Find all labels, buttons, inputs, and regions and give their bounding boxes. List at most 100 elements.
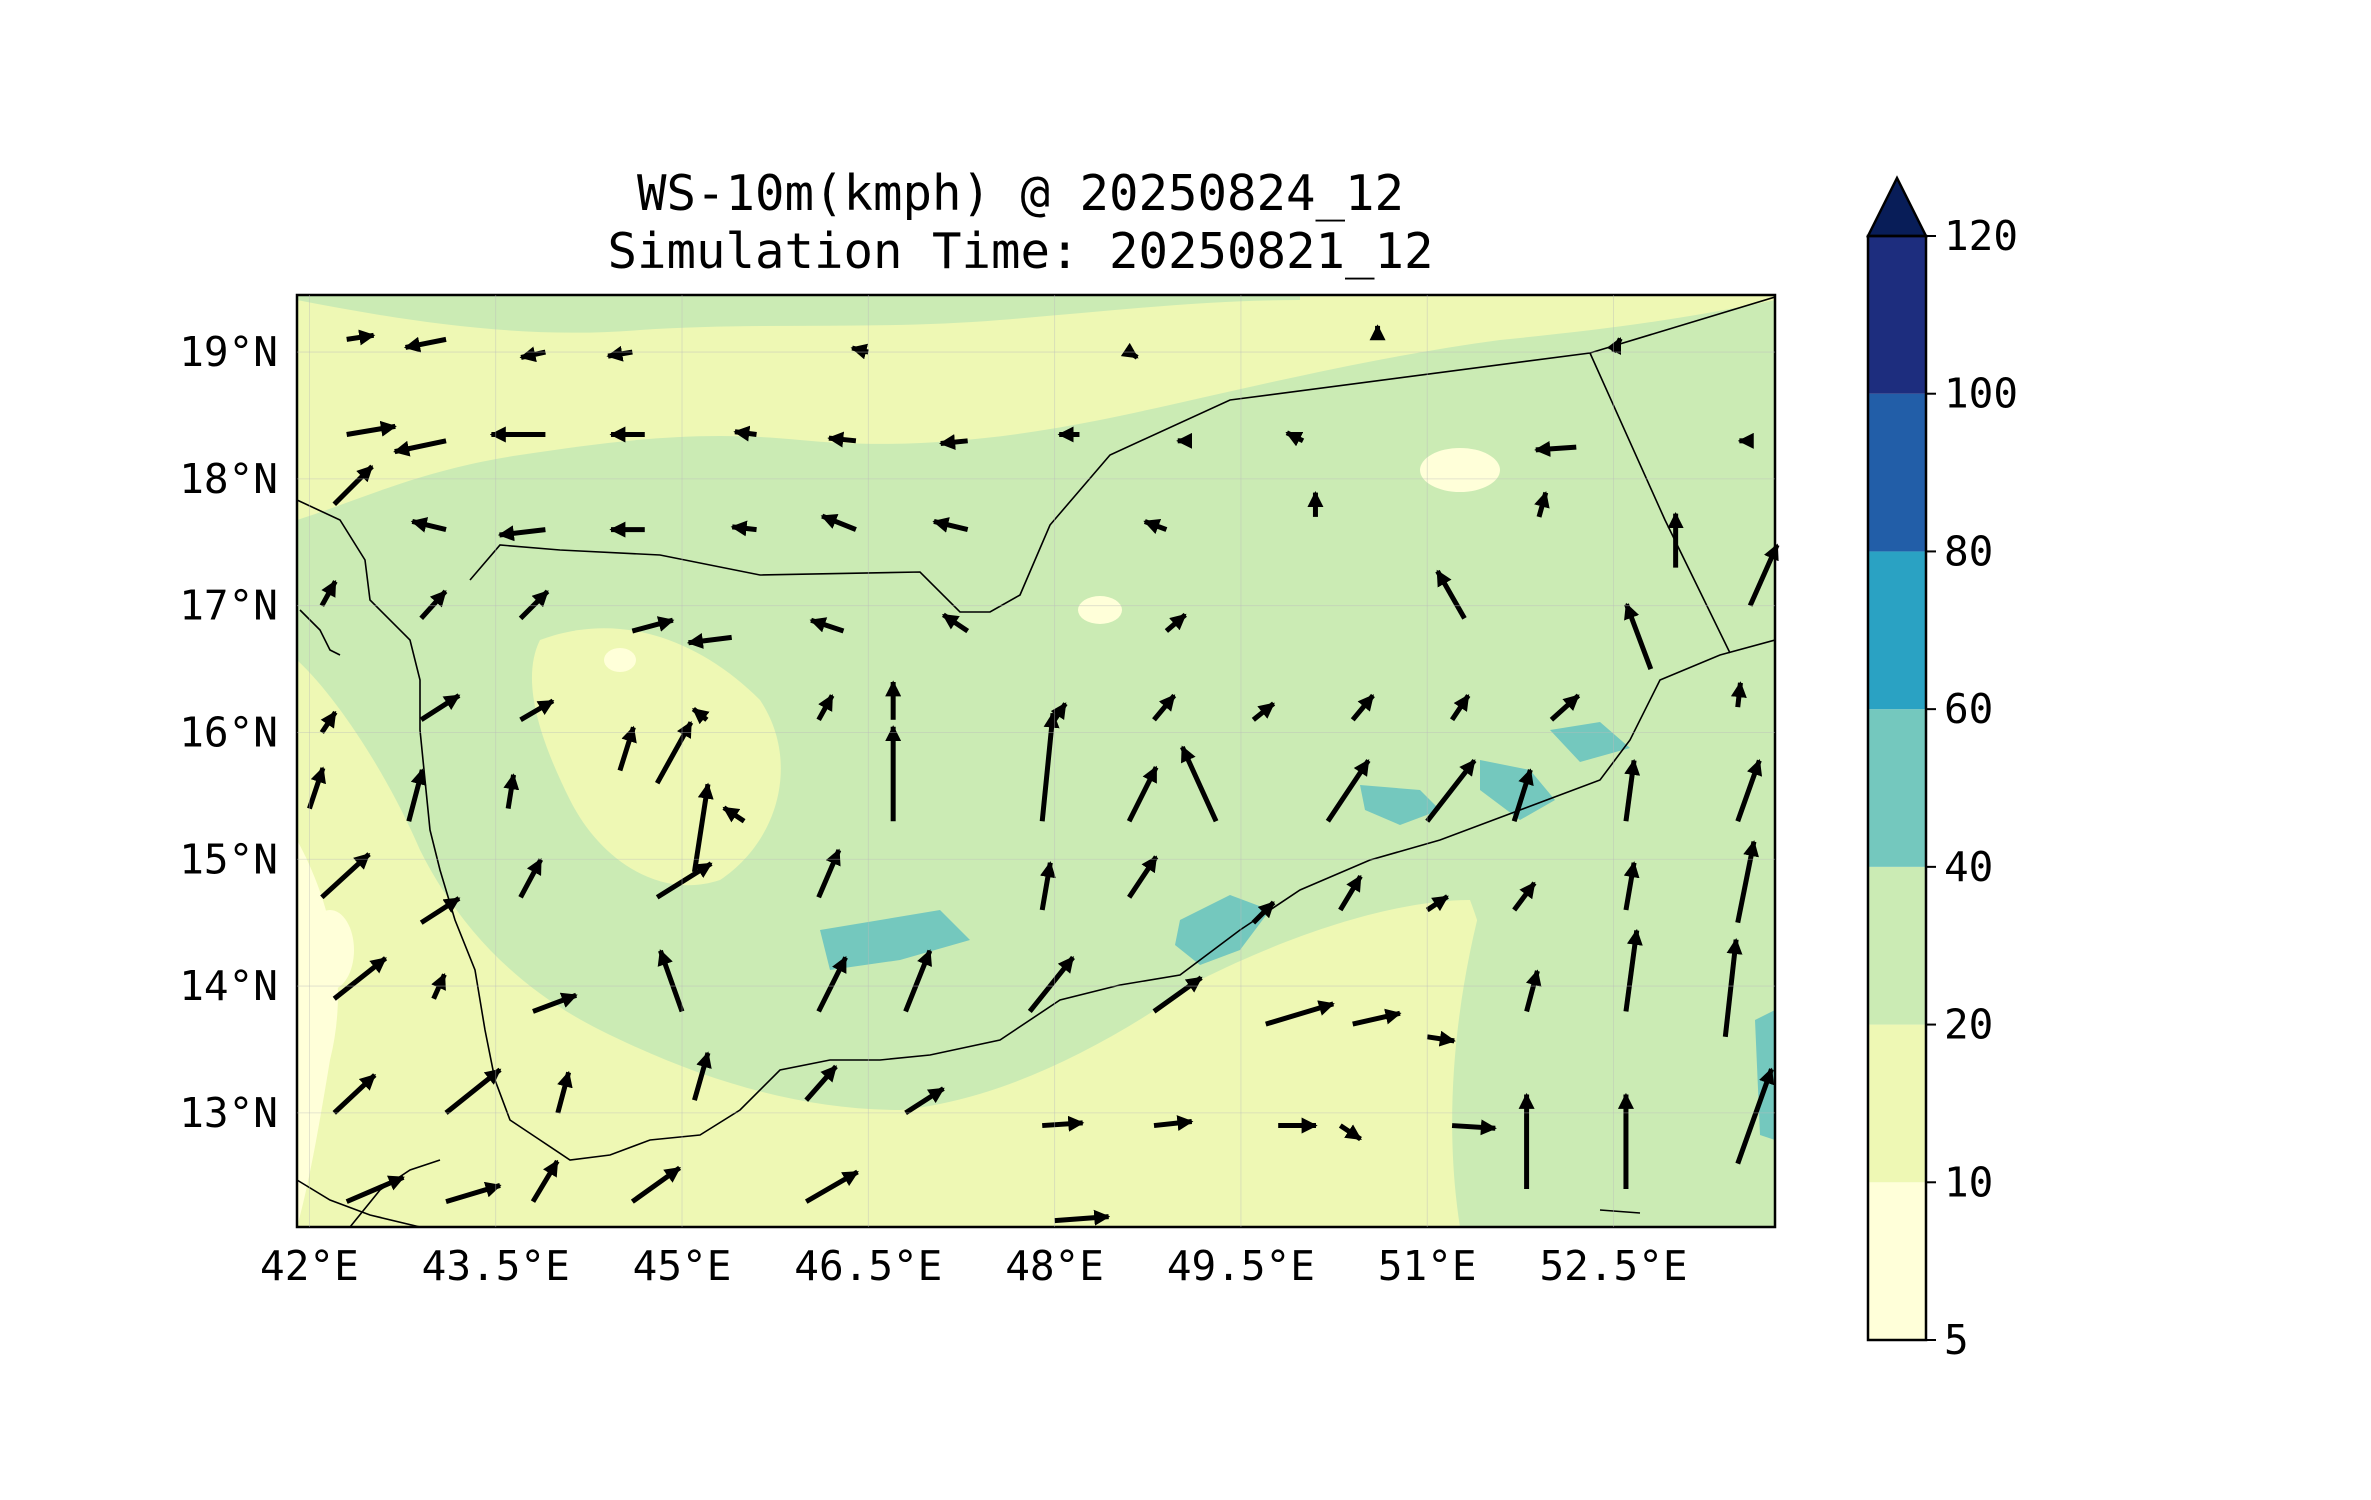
wind-vector: [816, 848, 842, 899]
wind-vector: [804, 1169, 859, 1204]
wind-vector: [1325, 759, 1371, 823]
wind-vector: [655, 861, 713, 900]
y-tick-label: 15°N: [179, 835, 278, 883]
y-tick-label: 18°N: [179, 455, 278, 503]
y-tick-label: 17°N: [179, 582, 278, 630]
y-tick-label: 13°N: [179, 1089, 278, 1137]
wind-vector: [722, 805, 746, 824]
wind-vector: [518, 858, 544, 899]
wind-vector: [1054, 1209, 1111, 1226]
wind-vector: [850, 343, 869, 360]
x-axis: 42°E 43.5°E 45°E 46.5°E 48°E 49.5°E 51°E 52.5°E: [260, 295, 1688, 1290]
colorbar-segment: [1868, 551, 1926, 710]
wind-vector: [630, 1165, 682, 1204]
wind-vector: [903, 949, 933, 1013]
wind-vector: [1153, 1115, 1194, 1131]
wind-vector: [1265, 1000, 1335, 1027]
wind-vector: [332, 956, 388, 1001]
wind-vector: [1435, 569, 1467, 620]
plot-subtitle: Simulation Time: 20250821_12: [607, 223, 1434, 280]
wind-vector: [932, 517, 969, 533]
wind-vector: [320, 852, 371, 900]
wind-vector: [532, 992, 578, 1014]
x-tick-label: 45°E: [633, 1242, 732, 1290]
colorbar-tick-label: 5: [1944, 1316, 1969, 1364]
wind-vector: [606, 345, 633, 362]
wind-vector: [307, 766, 326, 810]
wind-vector: [1180, 745, 1219, 823]
wind-vector: [1039, 861, 1056, 911]
wind-vector: [1735, 840, 1759, 924]
wind-vector: [1425, 758, 1477, 823]
wind-vector: [733, 425, 757, 442]
wind-vector: [419, 896, 461, 925]
wind-vector: [1624, 602, 1654, 670]
colorbar-tick-label: 80: [1944, 527, 1993, 575]
colorbar-segment: [1868, 866, 1926, 1025]
wind-vector: [691, 707, 710, 725]
wind-vector: [345, 1175, 405, 1204]
wind-vector: [1350, 693, 1375, 722]
colorbar-frame: [1866, 234, 1928, 1342]
colorbar-tick-label: 100: [1944, 370, 2018, 418]
wind-vector: [1251, 701, 1276, 722]
wind-vector: [827, 431, 857, 448]
x-tick-label: 42°E: [260, 1242, 359, 1290]
wind-vector: [617, 725, 637, 772]
x-tick-label: 49.5°E: [1167, 1242, 1315, 1290]
wind-vector: [1549, 693, 1581, 722]
coastlines-borders: [297, 296, 1775, 1227]
x-tick-label: 52.5°E: [1539, 1242, 1687, 1290]
wind-vector: [657, 949, 685, 1013]
wind-vector: [503, 773, 520, 809]
map-frame: [295, 293, 1777, 1229]
colorbar-segment: [1868, 709, 1926, 867]
wind-vector: [804, 1064, 838, 1102]
plot-title: WS-10m(kmph) @ 20250824_12: [636, 165, 1404, 222]
colorbar-tick-label: 20: [1944, 1001, 1993, 1049]
wind-vector: [939, 434, 968, 451]
y-axis: 13°N 14°N 15°N 16°N 17°N 18°N 19°N: [179, 328, 1775, 1137]
wind-vector: [686, 633, 733, 649]
wind-vector: [820, 513, 857, 532]
wind-vector: [1511, 768, 1534, 822]
wind-vector: [403, 336, 447, 353]
wind-vector: [1623, 928, 1643, 1012]
wind-vector: [1338, 1123, 1362, 1142]
wind-vector: [1722, 938, 1743, 1038]
y-tick-label: 14°N: [179, 962, 278, 1010]
wind-vector: [1747, 543, 1780, 607]
colorbar-tick-label: 60: [1944, 685, 1993, 733]
wind-vector: [346, 329, 376, 346]
wind-vector: [631, 616, 675, 634]
wind-vector: [518, 589, 550, 621]
wind-vector: [410, 517, 447, 533]
wind-vector: [419, 693, 461, 722]
wind-vector: [1127, 855, 1159, 899]
wind-vector: [1606, 337, 1623, 356]
wind-vector: [1534, 440, 1577, 457]
x-tick-label: 43.5°E: [422, 1242, 570, 1290]
colorbar-segment: [1868, 393, 1926, 552]
wind-vector: [1042, 1115, 1085, 1132]
wind-vector: [1512, 881, 1537, 912]
colorbar-tick-label: 40: [1944, 843, 1993, 891]
wind-vector: [1425, 894, 1449, 913]
wind-vector: [1352, 1008, 1402, 1027]
wind-vector: [346, 420, 397, 437]
wind-vector: [692, 1051, 712, 1101]
wind-speed-contours: [297, 295, 1775, 1227]
colorbar-extend-arrow: [1865, 175, 1929, 238]
wind-vector: [406, 768, 427, 822]
wind-vector: [419, 589, 448, 621]
x-tick-label: 51°E: [1378, 1242, 1477, 1290]
wind-vector: [1251, 900, 1276, 925]
wind-vector: [1120, 342, 1139, 360]
colorbar-tick-label: 120: [1944, 212, 2018, 260]
wind-vector: [1027, 955, 1075, 1013]
wind-vectors: [307, 324, 1780, 1226]
wind-vector: [1152, 975, 1203, 1014]
wind-vector: [1623, 861, 1640, 911]
